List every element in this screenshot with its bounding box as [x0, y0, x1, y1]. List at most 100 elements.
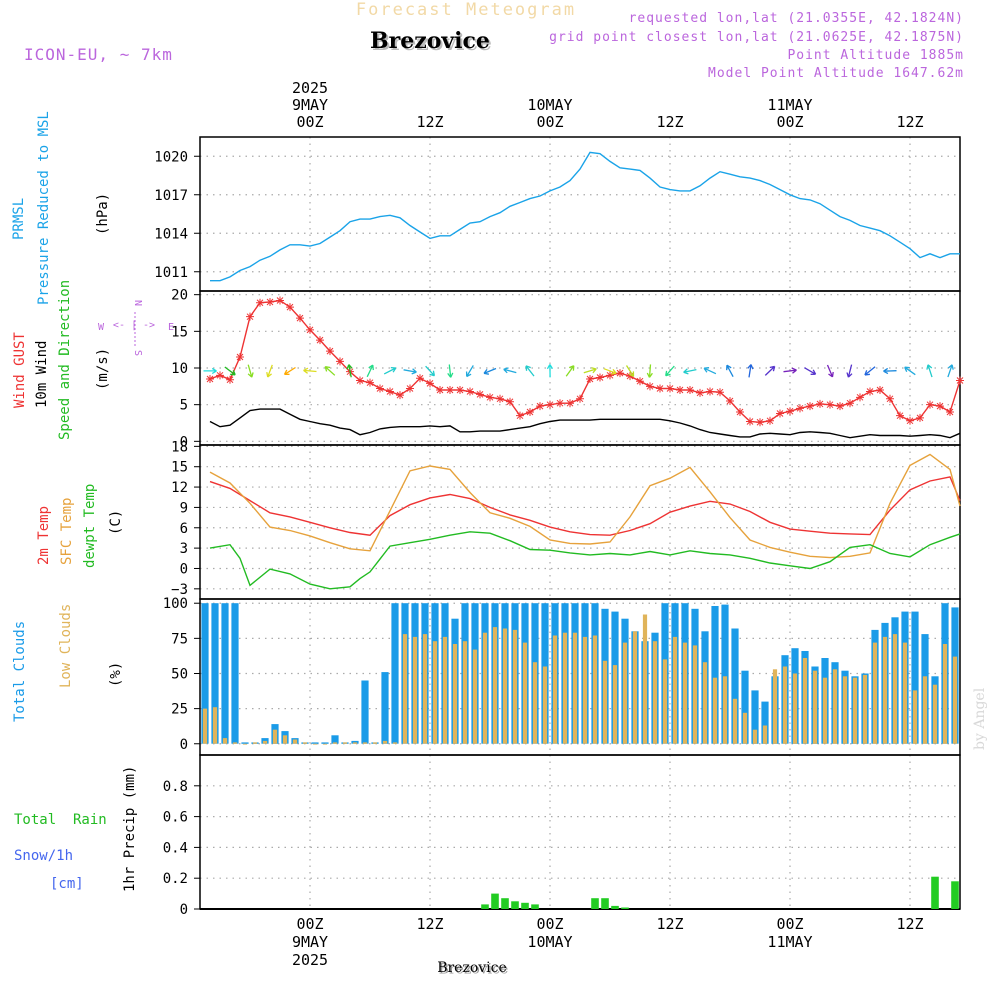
low-cloud-bar [472, 649, 478, 744]
compass-n: N [132, 300, 143, 306]
low-cloud-bar [302, 742, 308, 744]
gust-marker [386, 387, 394, 396]
rain-bar [511, 901, 519, 909]
low-cloud-bar [922, 676, 928, 744]
temp-label-2m: 2m Temp [36, 506, 52, 565]
y-tick-label: 12 [171, 480, 188, 496]
temperature-series-1 [209, 453, 961, 559]
gust-marker [476, 390, 484, 399]
panel-frame-pressure [199, 136, 961, 292]
gust-marker [506, 397, 514, 406]
wind-direction-arrow [826, 364, 834, 378]
low-cloud-bar [352, 742, 358, 744]
low-cloud-bar [892, 634, 898, 744]
gust-marker [726, 397, 734, 405]
low-cloud-bar [542, 666, 548, 744]
cloud-label-low: Low Clouds [58, 604, 74, 688]
precip-labels: Total Rain Snow/1h [cm] 1hr Precip (mm) [14, 766, 138, 892]
wind-direction-arrow [603, 368, 617, 375]
low-cloud-bar [682, 642, 688, 744]
gust-marker [516, 411, 524, 420]
gust-marker [856, 393, 864, 402]
low-cloud-bar [562, 632, 568, 744]
wind-direction-arrow [546, 364, 554, 378]
low-cloud-bar [752, 729, 758, 744]
wind-direction-arrow [846, 364, 853, 378]
wind-direction-arrow [366, 364, 374, 378]
gust-marker [556, 399, 564, 408]
gust-marker [616, 369, 624, 378]
low-cloud-bar [522, 642, 528, 744]
gust-marker [896, 411, 904, 420]
rain-bar [601, 898, 609, 909]
time-label-bottom: 00Z [536, 915, 563, 933]
low-cloud-bar [592, 635, 598, 744]
compass-bar: <- | -> [113, 320, 155, 331]
time-label-top: 9MAY [292, 96, 328, 114]
gust-marker [656, 384, 664, 393]
gust-marker [926, 400, 934, 409]
low-cloud-bar [662, 659, 668, 744]
low-cloud-bar [692, 645, 698, 744]
wind-direction-arrow [883, 367, 897, 375]
wind-direction-arrow [324, 365, 336, 376]
rain-bar [611, 905, 619, 909]
wind-direction-arrow [346, 364, 353, 378]
gust-marker [216, 371, 224, 380]
gust-marker [836, 402, 844, 411]
wind-direction-arrow [947, 364, 954, 378]
rain-bar [521, 902, 529, 909]
total-cloud-bar [751, 690, 759, 744]
low-cloud-bar [782, 666, 788, 744]
low-cloud-bar [392, 742, 398, 744]
gust-marker [226, 375, 234, 384]
rain-bar [531, 904, 539, 909]
total-cloud-bar [211, 603, 219, 744]
y-tick-label: 0 [180, 737, 188, 753]
gust-marker [806, 402, 814, 411]
temperature-series-2 [209, 531, 961, 590]
gust-marker [946, 408, 954, 416]
total-cloud-bar [351, 740, 359, 744]
wind-label-10m: 10m Wind [34, 341, 50, 408]
gust-marker [446, 386, 454, 394]
cloud-label-total: Total Clouds [12, 621, 28, 722]
low-cloud-bar [722, 676, 728, 744]
low-cloud-bar [912, 690, 918, 744]
total-cloud-bar [361, 680, 369, 744]
wind-direction-arrow [383, 366, 397, 375]
pressure-unit: (hPa) [95, 193, 111, 235]
low-cloud-bar [552, 635, 558, 744]
total-cloud-bar [201, 603, 209, 744]
total-cloud-bar [381, 672, 389, 744]
gust-marker [286, 303, 294, 312]
plots [200, 151, 964, 910]
low-cloud-bar [742, 712, 748, 744]
wind-label-speed: Speed and Direction [57, 280, 73, 440]
gust-marker [526, 408, 534, 416]
temp-label-dewpt: dewpt Temp [82, 484, 98, 568]
low-cloud-bar [652, 641, 658, 744]
y-tick-label: 9 [180, 500, 188, 516]
gust-marker [776, 409, 784, 418]
gust-marker [486, 393, 494, 402]
low-cloud-bar [402, 634, 408, 744]
temp-labels: 2m Temp SFC Temp dewpt Temp (C) [36, 484, 124, 568]
cloud-unit: (%) [108, 662, 124, 687]
time-label-bottom: 12Z [896, 915, 923, 933]
gust-marker [816, 399, 824, 408]
y-tick-label: 18 [171, 439, 188, 455]
gust-marker [596, 373, 604, 382]
total-cloud-bar [911, 611, 919, 744]
total-cloud-bar [741, 670, 749, 744]
low-cloud-bar [422, 634, 428, 744]
total-cloud-bar [221, 603, 229, 744]
gust-marker [956, 376, 964, 385]
wind-direction-arrow [583, 367, 597, 374]
gust-marker [716, 388, 724, 397]
low-cloud-bar [262, 740, 268, 744]
low-cloud-bar [602, 660, 608, 744]
rain-bar [931, 876, 939, 909]
model-label: ICON-EU, ~ 7km [24, 45, 173, 64]
gust-marker [266, 298, 274, 306]
